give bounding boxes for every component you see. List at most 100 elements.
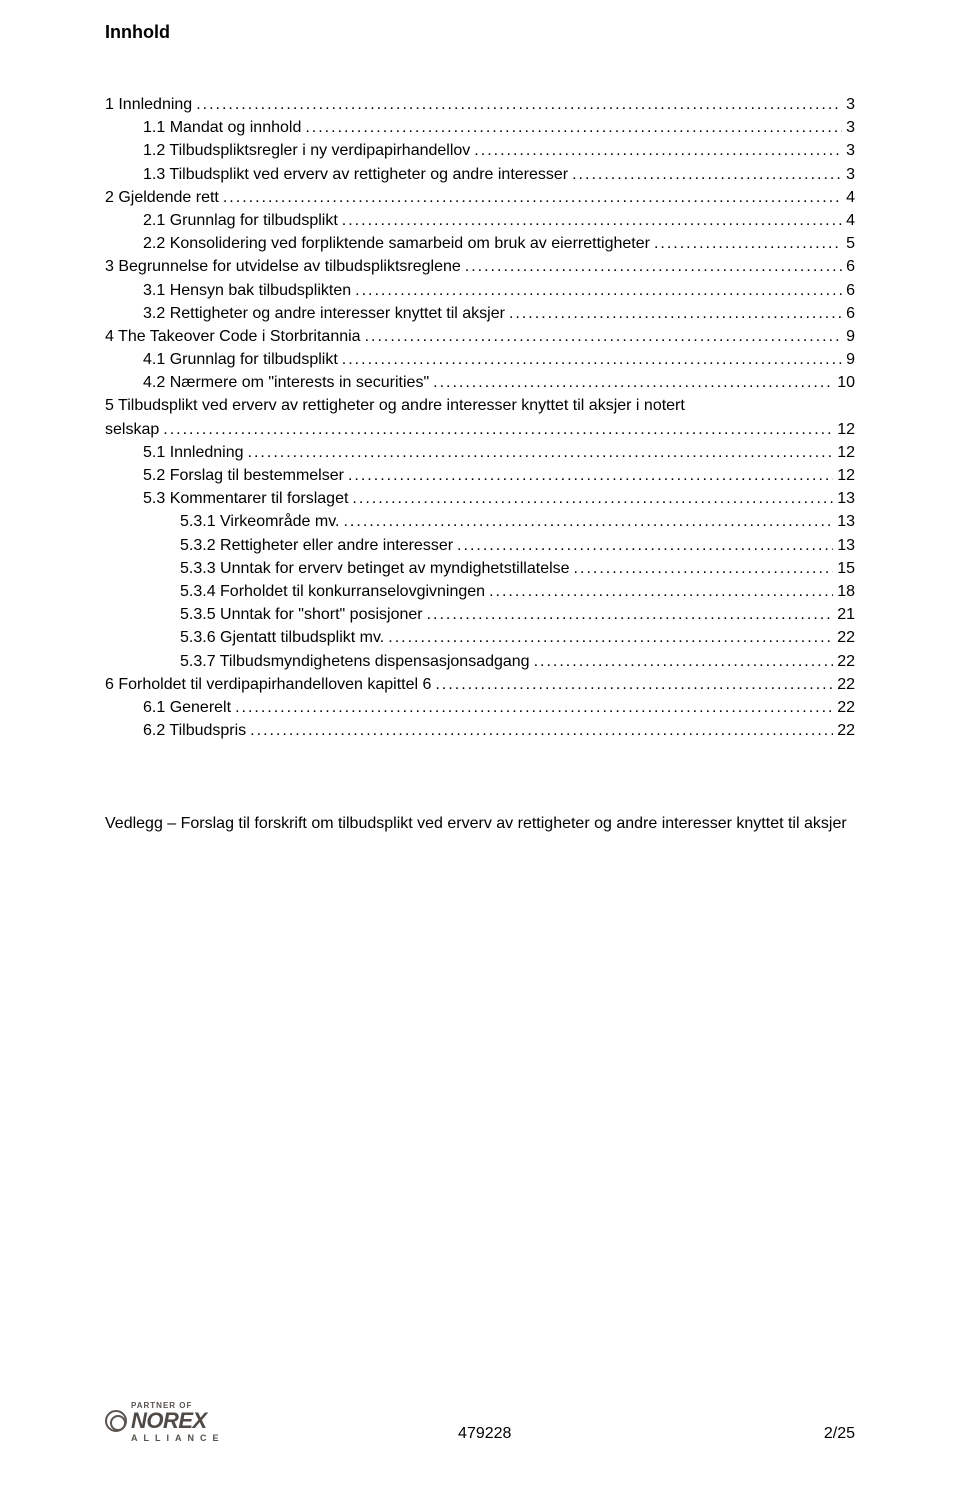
toc-page-number: 22 xyxy=(837,626,855,649)
toc-label: 5.3.5 Unntak for "short" posisjoner xyxy=(180,603,423,626)
toc-label: 3.1 Hensyn bak tilbudsplikten xyxy=(143,279,351,302)
toc-page-number: 4 xyxy=(846,186,855,209)
toc-entry: 5.3.6 Gjentatt tilbudsplikt mv. 22 xyxy=(105,626,855,649)
toc-label: 4.2 Nærmere om "interests in securities" xyxy=(143,371,429,394)
toc-page-number: 6 xyxy=(846,302,855,325)
toc-entry: 5.2 Forslag til bestemmelser 12 xyxy=(105,464,855,487)
toc-entry: 1.2 Tilbudspliktsregler i ny verdipapirh… xyxy=(105,139,855,162)
toc-label: 5 Tilbudsplikt ved erverv av rettigheter… xyxy=(105,394,855,417)
toc-leader-dots xyxy=(435,673,833,696)
toc-leader-dots xyxy=(572,163,842,186)
toc-leader-dots xyxy=(474,139,842,162)
toc-label: 2.2 Konsolidering ved forpliktende samar… xyxy=(143,232,650,255)
toc-label: 5.3.4 Forholdet til konkurranselovgivnin… xyxy=(180,580,485,603)
toc-label: 3 Begrunnelse for utvidelse av tilbudspl… xyxy=(105,255,461,278)
toc-leader-dots xyxy=(509,302,842,325)
table-of-contents: 1 Innledning31.1 Mandat og innhold31.2 T… xyxy=(105,93,855,742)
toc-label: 5.3 Kommentarer til forslaget xyxy=(143,487,348,510)
toc-label: 5.3.3 Unntak for erverv betinget av mynd… xyxy=(180,557,570,580)
toc-label: 1 Innledning xyxy=(105,93,192,116)
toc-leader-dots xyxy=(342,348,842,371)
toc-entry: 4 The Takeover Code i Storbritannia 9 xyxy=(105,325,855,348)
toc-label: 2.1 Grunnlag for tilbudsplikt xyxy=(143,209,338,232)
toc-leader-dots xyxy=(465,255,842,278)
toc-leader-dots xyxy=(489,580,833,603)
toc-entry: 3 Begrunnelse for utvidelse av tilbudspl… xyxy=(105,255,855,278)
toc-entry: 5.3.4 Forholdet til konkurranselovgivnin… xyxy=(105,580,855,603)
toc-page-number: 12 xyxy=(837,464,855,487)
toc-page-number: 21 xyxy=(837,603,855,626)
toc-page-number: 13 xyxy=(837,510,855,533)
toc-label: 6.1 Generelt xyxy=(143,696,231,719)
toc-leader-dots xyxy=(196,93,842,116)
toc-leader-dots xyxy=(348,464,833,487)
toc-entry: 5.3.2 Rettigheter eller andre interesser… xyxy=(105,534,855,557)
toc-page-number: 13 xyxy=(837,487,855,510)
toc-page-number: 22 xyxy=(837,673,855,696)
toc-leader-dots xyxy=(365,325,843,348)
toc-label: 3.2 Rettigheter og andre interesser knyt… xyxy=(143,302,505,325)
toc-label: 4 The Takeover Code i Storbritannia xyxy=(105,325,361,348)
toc-entry: 3.2 Rettigheter og andre interesser knyt… xyxy=(105,302,855,325)
toc-page-number: 5 xyxy=(846,232,855,255)
toc-leader-dots xyxy=(305,116,842,139)
toc-label: 6.2 Tilbudspris xyxy=(143,719,246,742)
toc-leader-dots xyxy=(248,441,834,464)
toc-page-number: 22 xyxy=(837,696,855,719)
toc-entry: 4.1 Grunnlag for tilbudsplikt9 xyxy=(105,348,855,371)
logo-name: NOREX xyxy=(131,1408,207,1434)
toc-leader-dots xyxy=(235,696,833,719)
toc-page-number: 9 xyxy=(846,348,855,371)
toc-leader-dots xyxy=(355,279,842,302)
toc-label: selskap xyxy=(105,418,159,441)
toc-label: 1.1 Mandat og innhold xyxy=(143,116,301,139)
toc-leader-dots xyxy=(574,557,834,580)
toc-page-number: 12 xyxy=(837,418,855,441)
doc-id: 479228 xyxy=(458,1425,511,1442)
toc-page-number: 10 xyxy=(837,371,855,394)
toc-entry: 4.2 Nærmere om "interests in securities"… xyxy=(105,371,855,394)
toc-entry: 6.1 Generelt 22 xyxy=(105,696,855,719)
toc-entry: 3.1 Hensyn bak tilbudsplikten 6 xyxy=(105,279,855,302)
toc-leader-dots xyxy=(654,232,842,255)
toc-label: 5.2 Forslag til bestemmelser xyxy=(143,464,344,487)
toc-entry: 2 Gjeldende rett 4 xyxy=(105,186,855,209)
page-title: Innhold xyxy=(105,22,855,43)
footer-center: 479228 xyxy=(225,1425,746,1443)
toc-page-number: 3 xyxy=(846,93,855,116)
toc-label: 2 Gjeldende rett xyxy=(105,186,219,209)
toc-page-number: 13 xyxy=(837,534,855,557)
toc-leader-dots xyxy=(343,510,833,533)
toc-page-number: 3 xyxy=(846,163,855,186)
toc-leader-dots xyxy=(433,371,833,394)
toc-leader-dots xyxy=(250,719,833,742)
logo-ring-icon xyxy=(105,1410,127,1432)
norex-logo: PARTNER OF NOREX ALLIANCE xyxy=(105,1401,225,1443)
toc-page-number: 22 xyxy=(837,719,855,742)
toc-entry: 6.2 Tilbudspris 22 xyxy=(105,719,855,742)
toc-label: 5.3.6 Gjentatt tilbudsplikt mv. xyxy=(180,626,384,649)
toc-entry: 5.3.7 Tilbudsmyndighetens dispensasjonsa… xyxy=(105,650,855,673)
toc-page-number: 9 xyxy=(846,325,855,348)
toc-leader-dots xyxy=(352,487,833,510)
toc-entry: 5.3.1 Virkeområde mv.13 xyxy=(105,510,855,533)
toc-entry: 1 Innledning 3 xyxy=(105,93,855,116)
toc-entry: 2.2 Konsolidering ved forpliktende samar… xyxy=(105,232,855,255)
toc-entry: 1.1 Mandat og innhold3 xyxy=(105,116,855,139)
toc-entry: 5.3.5 Unntak for "short" posisjoner 21 xyxy=(105,603,855,626)
toc-label: 1.2 Tilbudspliktsregler i ny verdipapirh… xyxy=(143,139,470,162)
toc-label: 1.3 Tilbudsplikt ved erverv av rettighet… xyxy=(143,163,568,186)
toc-label: 5.3.2 Rettigheter eller andre interesser xyxy=(180,534,453,557)
toc-label: 6 Forholdet til verdipapirhandelloven ka… xyxy=(105,673,431,696)
toc-page-number: 15 xyxy=(837,557,855,580)
toc-entry: 6 Forholdet til verdipapirhandelloven ka… xyxy=(105,673,855,696)
toc-leader-dots xyxy=(457,534,833,557)
toc-leader-dots xyxy=(534,650,834,673)
toc-entry: 5 Tilbudsplikt ved erverv av rettigheter… xyxy=(105,394,855,440)
toc-entry: 1.3 Tilbudsplikt ved erverv av rettighet… xyxy=(105,163,855,186)
toc-page-number: 18 xyxy=(837,580,855,603)
toc-page-number: 6 xyxy=(846,279,855,302)
toc-entry: 5.3 Kommentarer til forslaget 13 xyxy=(105,487,855,510)
toc-leader-dots xyxy=(342,209,842,232)
toc-entry: 5.1 Innledning12 xyxy=(105,441,855,464)
